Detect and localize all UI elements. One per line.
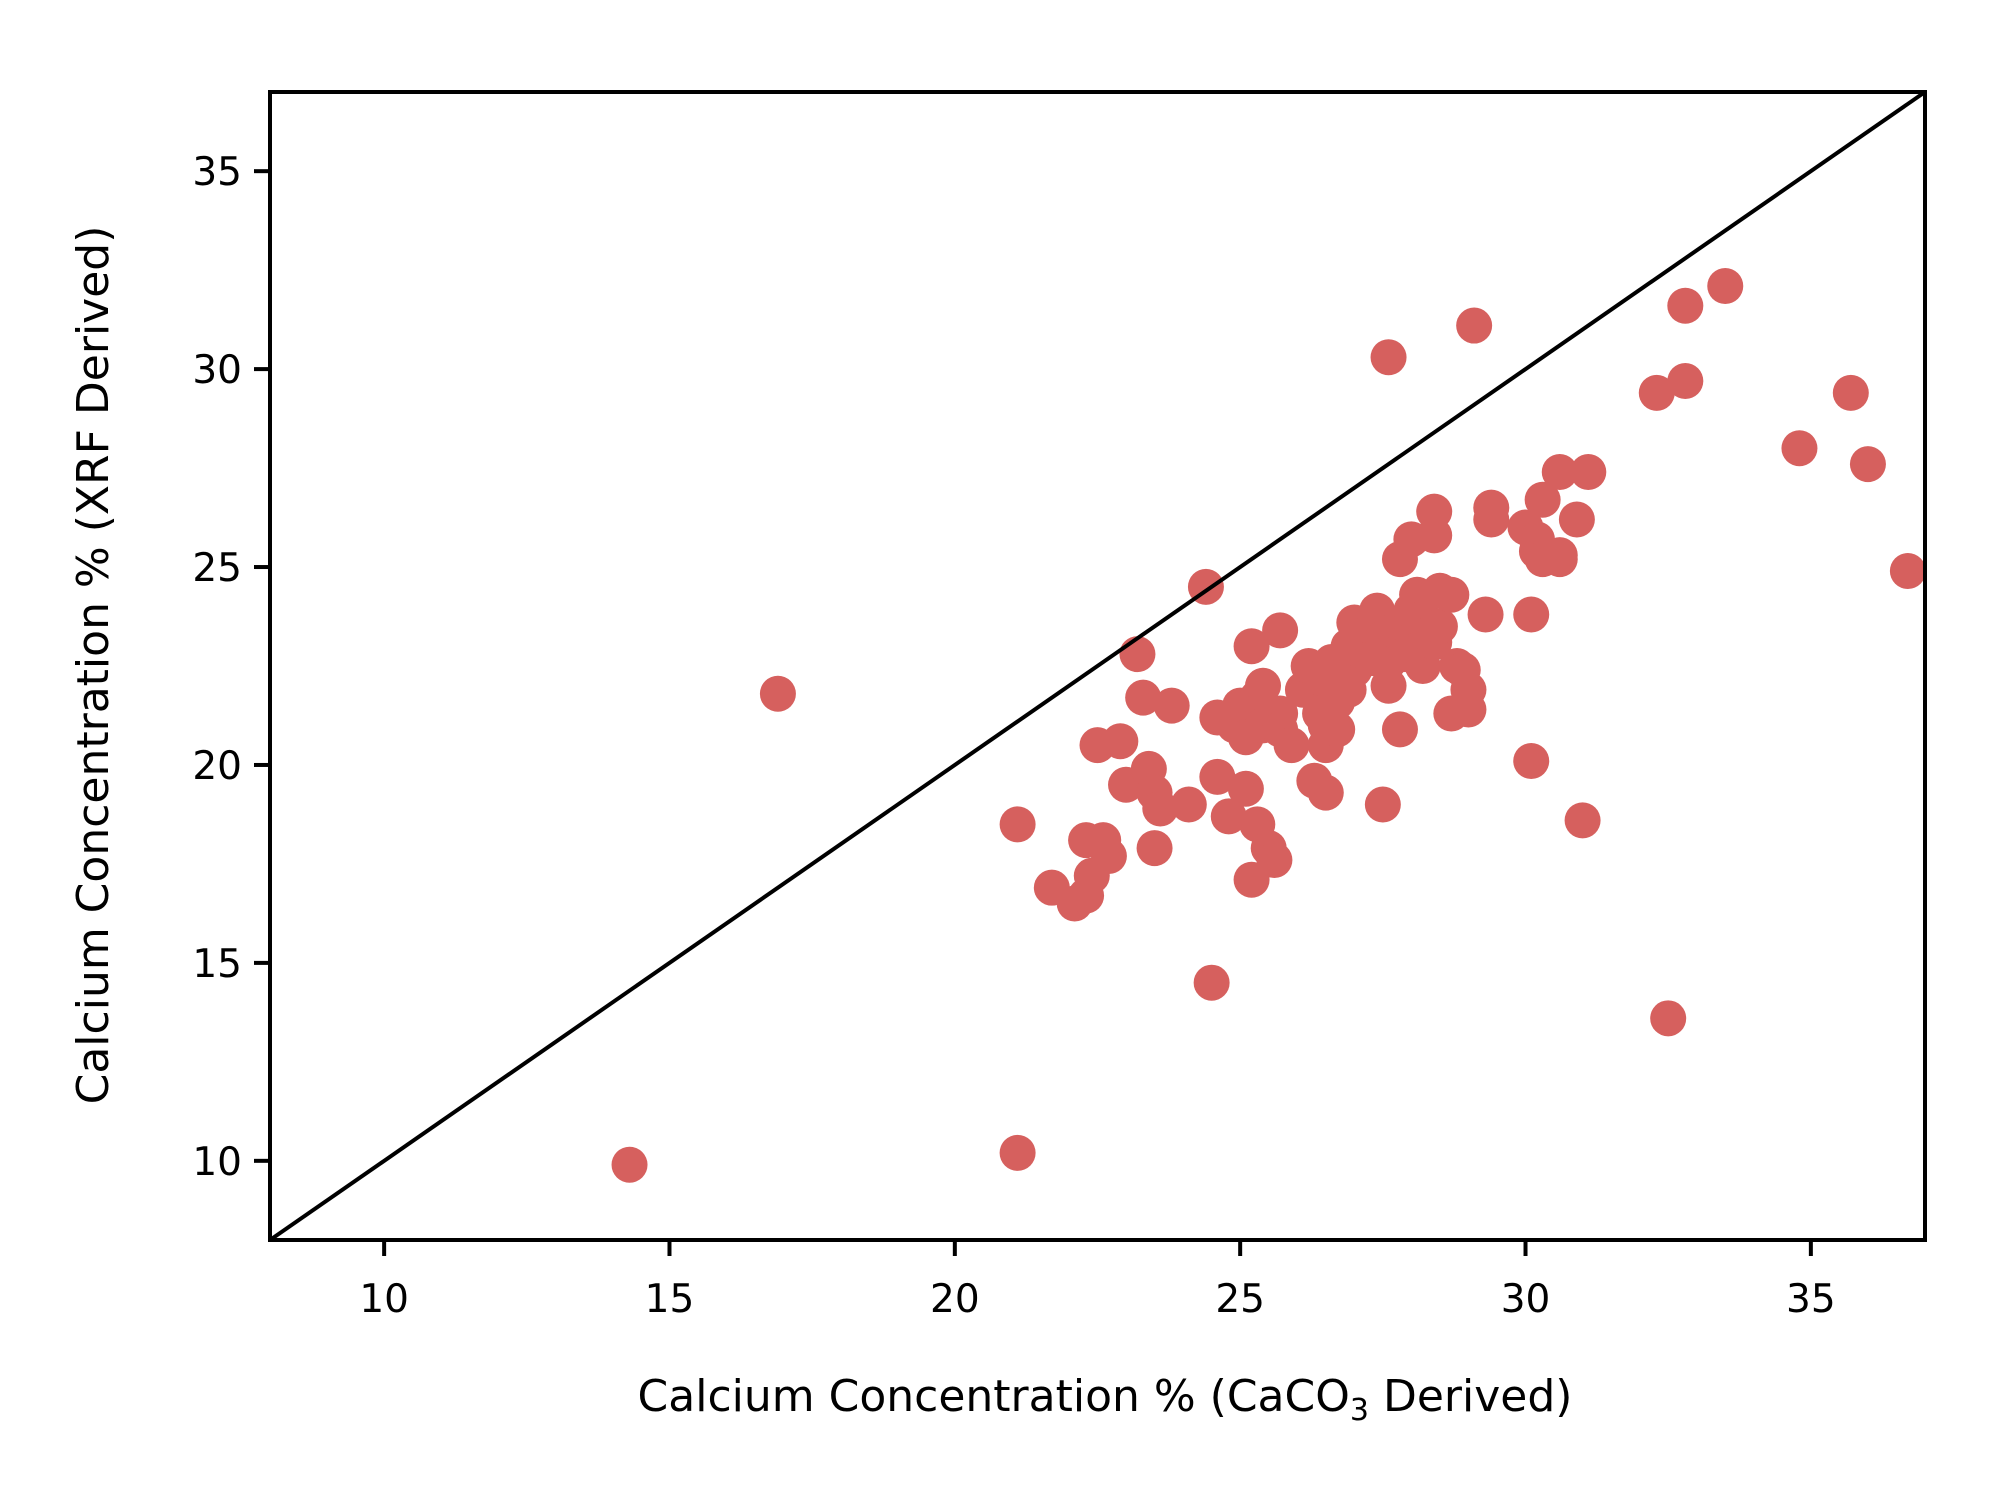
y-tick-label: 10 <box>192 1140 242 1185</box>
data-point <box>1370 339 1407 376</box>
identity-reference-line <box>268 90 1927 1242</box>
y-tick-label: 25 <box>192 546 242 591</box>
data-point <box>1707 267 1744 304</box>
data-point <box>1262 612 1299 649</box>
data-point <box>1421 608 1458 645</box>
x-tick-label: 35 <box>1786 1277 1836 1322</box>
plot-frame <box>268 90 1927 1242</box>
data-point <box>1245 667 1281 704</box>
data-point <box>759 675 796 712</box>
x-axis-label-subscript: 3 <box>1350 1393 1369 1428</box>
data-point <box>1541 541 1578 578</box>
data-point <box>999 806 1036 843</box>
data-point <box>611 1146 648 1183</box>
x-axis-label-suffix: Derived) <box>1369 1371 1572 1422</box>
data-point <box>1570 454 1607 491</box>
data-point <box>999 1134 1036 1171</box>
data-point <box>1119 636 1156 673</box>
data-point <box>1849 446 1886 483</box>
x-tick-label: 25 <box>1215 1277 1265 1322</box>
data-point <box>1650 1000 1687 1037</box>
data-point <box>1102 723 1139 760</box>
data-point <box>1467 596 1504 633</box>
data-point <box>1456 307 1493 344</box>
data-point <box>1832 374 1869 411</box>
x-tick-label: 10 <box>359 1277 409 1322</box>
data-point <box>1307 774 1344 811</box>
data-point <box>1667 362 1704 399</box>
data-point <box>1524 481 1561 518</box>
data-points <box>611 267 1926 1183</box>
data-point <box>1416 517 1453 554</box>
data-point <box>1381 711 1418 748</box>
x-tick-label: 20 <box>930 1277 980 1322</box>
data-point <box>1513 596 1550 633</box>
data-point <box>1638 374 1675 411</box>
data-point <box>1136 830 1173 867</box>
y-tick-label: 35 <box>192 150 242 195</box>
data-point <box>1125 679 1162 716</box>
data-point <box>1473 489 1510 526</box>
data-point <box>1153 687 1190 724</box>
data-point <box>1199 758 1236 795</box>
data-point <box>1227 770 1264 807</box>
data-point <box>1256 841 1293 878</box>
x-axis-label-prefix: Calcium Concentration % (CaCO <box>638 1371 1350 1422</box>
data-point <box>1210 798 1247 835</box>
y-tick-label: 30 <box>192 348 242 393</box>
x-axis-label: Calcium Concentration % (CaCO3 Derived) <box>638 1371 1573 1428</box>
data-point <box>1450 691 1487 728</box>
data-point <box>1170 786 1207 823</box>
data-point <box>1090 838 1127 875</box>
x-tick-label: 15 <box>645 1277 695 1322</box>
data-point <box>1558 501 1595 538</box>
data-point <box>1667 287 1704 324</box>
data-point <box>1513 743 1550 780</box>
data-point <box>1889 552 1926 589</box>
data-point <box>1541 454 1578 491</box>
data-point <box>1193 964 1230 1001</box>
data-point <box>1364 786 1401 823</box>
data-point <box>1781 430 1818 467</box>
data-point <box>1433 576 1470 613</box>
data-point <box>1273 727 1310 764</box>
y-axis-ticks: 10 15 20 25 30 35 <box>192 150 270 1185</box>
y-tick-label: 20 <box>192 744 242 789</box>
data-point <box>1142 790 1179 827</box>
y-tick-label: 15 <box>192 942 242 987</box>
y-axis-label: Calcium Concentration % (XRF Derived) <box>68 226 119 1105</box>
data-point <box>1564 802 1601 839</box>
data-point <box>1233 628 1270 665</box>
x-tick-label: 30 <box>1501 1277 1551 1322</box>
x-axis-ticks: 10 15 20 25 30 35 <box>359 1240 1836 1322</box>
data-point <box>1319 711 1356 748</box>
